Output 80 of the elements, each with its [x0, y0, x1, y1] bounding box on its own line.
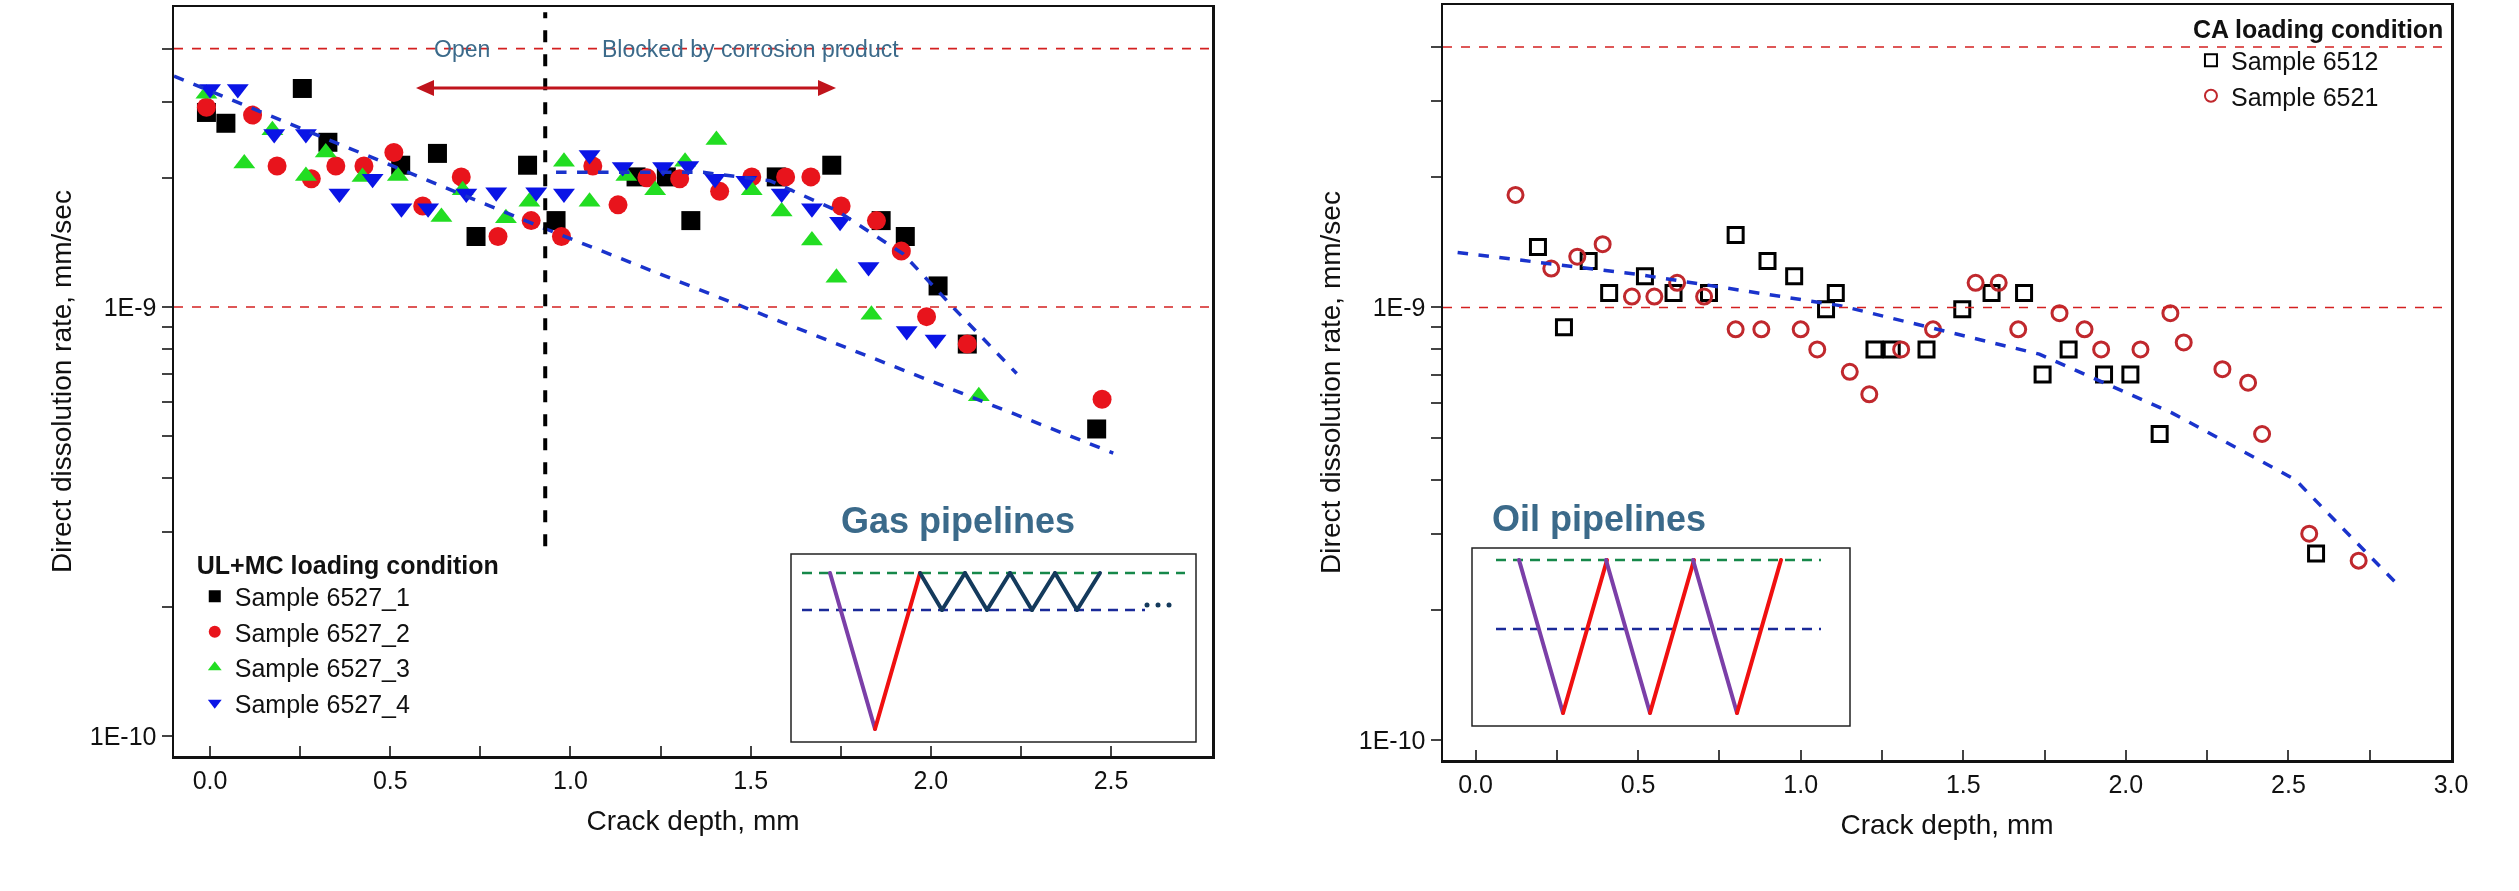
point [1892, 340, 1911, 359]
point [1966, 273, 1985, 292]
point [1989, 273, 2008, 292]
x-axis-title: Crack depth, mm [586, 804, 800, 836]
x-tick-label: 1.0 [1783, 769, 1819, 798]
point [1600, 284, 1619, 302]
y-tick-label: 1E-10 [1358, 725, 1426, 754]
y-axis-title: Direct dissolution rate, mm/sec [46, 190, 78, 573]
point [1528, 237, 1547, 256]
point [1645, 287, 1664, 306]
point [1826, 284, 1845, 302]
x-tick-label: 0.5 [372, 765, 408, 794]
legend-label: Sample 6527_1 [234, 583, 410, 612]
x-tick-label: 1.5 [733, 765, 769, 794]
point [1982, 284, 2001, 302]
point [1758, 252, 1777, 271]
point [1917, 340, 1936, 359]
point [1726, 320, 1745, 339]
x-tick-label: 2.0 [2108, 769, 2144, 798]
x-tick-label: 1.0 [553, 765, 588, 794]
annotation: Open [434, 36, 491, 62]
point [2349, 551, 2368, 570]
point [2015, 284, 2034, 302]
point [1568, 247, 1587, 266]
point [1785, 267, 1804, 286]
point [1506, 185, 1525, 204]
point [2092, 340, 2111, 359]
point [2239, 373, 2258, 392]
point [1542, 259, 1561, 278]
point [1953, 300, 1972, 319]
point [2009, 320, 2028, 339]
point [2050, 304, 2069, 323]
legend-label: Sample 6527_2 [234, 618, 410, 647]
y-tick-label: 1E-9 [103, 292, 157, 321]
point [1791, 320, 1810, 339]
annotation: Oil pipelines [1492, 498, 1707, 539]
x-axis-title: Crack depth, mm [1840, 808, 2054, 840]
x-tick-label: 2.5 [1093, 765, 1129, 794]
point [1726, 226, 1745, 245]
x-tick-label: 3.0 [2433, 769, 2469, 798]
point [1752, 320, 1771, 339]
point [1695, 287, 1714, 306]
legend-label: Sample 6512 [2230, 47, 2379, 75]
point [2174, 333, 2193, 352]
legend-title: UL+MC loading condition [196, 550, 499, 579]
y-tick-label: 1E-9 [1372, 293, 1426, 322]
point [2307, 544, 2326, 563]
legend-label: Sample 6521 [2230, 82, 2379, 111]
point [1865, 340, 1884, 359]
point [2213, 360, 2232, 379]
point [2150, 425, 2169, 444]
point [2253, 425, 2272, 443]
point [2131, 340, 2150, 359]
x-tick-label: 2.0 [913, 765, 949, 794]
x-tick-label: 0.0 [1458, 769, 1493, 798]
x-tick-label: 1.5 [1945, 769, 1981, 798]
legend-label: Sample 6527_3 [234, 654, 410, 683]
y-axis-title: Direct dissolution rate, mm/sec [1315, 191, 1347, 574]
legend-label: Sample 6527_4 [234, 689, 410, 718]
y-tick-label: 1E-10 [89, 722, 157, 751]
x-tick-label: 0.5 [1620, 769, 1656, 798]
x-tick-label: 2.5 [2271, 769, 2306, 798]
point [1668, 273, 1687, 292]
point [2033, 365, 2052, 384]
legend-title: CA loading condition [2192, 14, 2444, 43]
point [1860, 385, 1879, 404]
point [2121, 365, 2140, 384]
point [2059, 340, 2078, 359]
point [1593, 235, 1612, 254]
point [1635, 267, 1654, 286]
point [1554, 318, 1573, 337]
point [2300, 524, 2319, 543]
point [1808, 340, 1827, 359]
annotation: Blocked by corrosion product [602, 36, 900, 62]
point [1840, 362, 1859, 381]
x-tick-label: 0.0 [192, 765, 228, 794]
point [1622, 287, 1641, 306]
point [2075, 320, 2094, 339]
point [2161, 304, 2180, 323]
annotation: Gas pipelines [841, 500, 1076, 541]
